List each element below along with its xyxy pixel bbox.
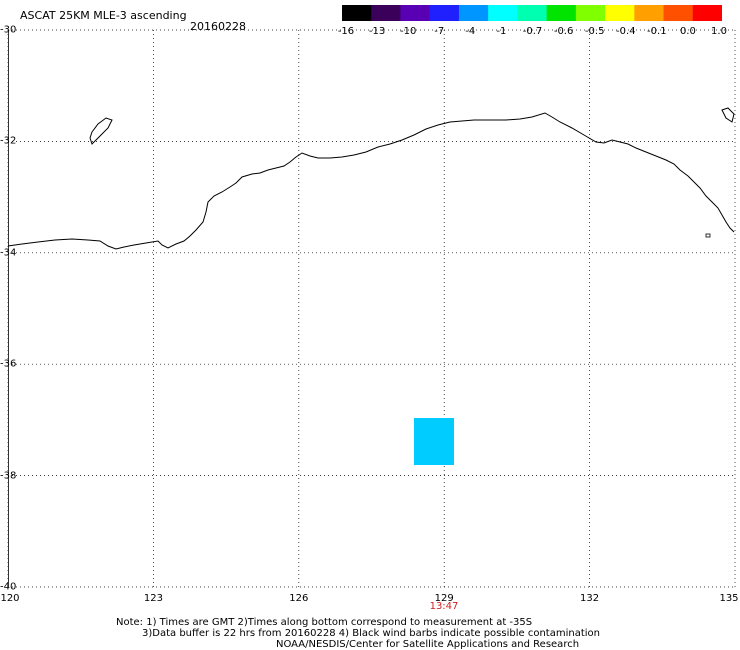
- longitude-label: 132: [580, 593, 600, 604]
- latitude-label: -36: [0, 358, 17, 370]
- longitude-label: 120: [0, 593, 20, 604]
- color-scale-tick-label: -0.6: [553, 26, 574, 37]
- coastline-islet: [705, 233, 711, 238]
- latitude-label: -30: [0, 24, 17, 36]
- credit-line: NOAA/NESDIS/Center for Satellite Applica…: [276, 639, 580, 650]
- color-scale-tick-label: -0.7: [522, 26, 543, 37]
- color-scale-bar: [342, 5, 722, 21]
- color-scale-swatch: [692, 5, 722, 21]
- longitude-label: 123: [143, 593, 163, 604]
- color-scale-tick-label: -13: [368, 26, 386, 37]
- latitude-label: -34: [0, 247, 17, 259]
- time-label: 13:47: [429, 601, 459, 612]
- color-scale-tick-label: -4: [465, 26, 476, 37]
- color-scale-tick-label: -10: [400, 26, 417, 37]
- color-scale-swatch: [458, 5, 489, 21]
- wind-data-cell: [414, 418, 454, 465]
- latitude-label: -38: [0, 470, 17, 482]
- map-frame-left: [8, 30, 9, 587]
- color-scale-swatch: [663, 5, 694, 21]
- color-scale-swatch: [575, 5, 606, 21]
- graticule: [7, 29, 736, 588]
- color-scale-swatch: [400, 5, 431, 21]
- coastline-island-east: [721, 107, 735, 123]
- color-scale-tick-label: -1: [496, 26, 507, 37]
- longitude-label: 129: [434, 593, 454, 604]
- note-line-1: Note: 1) Times are GMT 2)Times along bot…: [116, 617, 533, 628]
- coastline-island-west: [89, 117, 113, 145]
- color-scale-tick-label: -7: [434, 26, 445, 37]
- color-scale-tick-label: -0.1: [647, 26, 667, 37]
- longitude-label: 135: [719, 593, 739, 604]
- latitude-label: -32: [0, 135, 17, 147]
- color-scale-tick-label: -0.4: [616, 26, 636, 37]
- color-scale-swatch: [429, 5, 460, 21]
- color-scale-swatch: [371, 5, 402, 21]
- map-title: ASCAT 25KM MLE-3 ascending: [20, 9, 187, 22]
- note-line-2: 3)Data buffer is 22 hrs from 20160228 4)…: [142, 628, 600, 639]
- coastline: [7, 112, 735, 250]
- color-scale-tick-label: 0.0: [679, 26, 696, 37]
- color-scale-swatch: [546, 5, 577, 21]
- color-scale-swatch: [517, 5, 548, 21]
- color-scale-tick-label: 1.0: [711, 26, 727, 37]
- color-scale-tick-label: -16: [337, 26, 355, 37]
- color-scale-swatch: [605, 5, 635, 21]
- color-scale-tick-label: -0.5: [584, 26, 605, 37]
- color-scale-swatch: [488, 5, 518, 21]
- color-scale-swatch: [634, 5, 665, 21]
- latitude-label: -40: [0, 581, 17, 593]
- longitude-label: 126: [289, 593, 309, 604]
- color-scale-swatch: [342, 5, 372, 21]
